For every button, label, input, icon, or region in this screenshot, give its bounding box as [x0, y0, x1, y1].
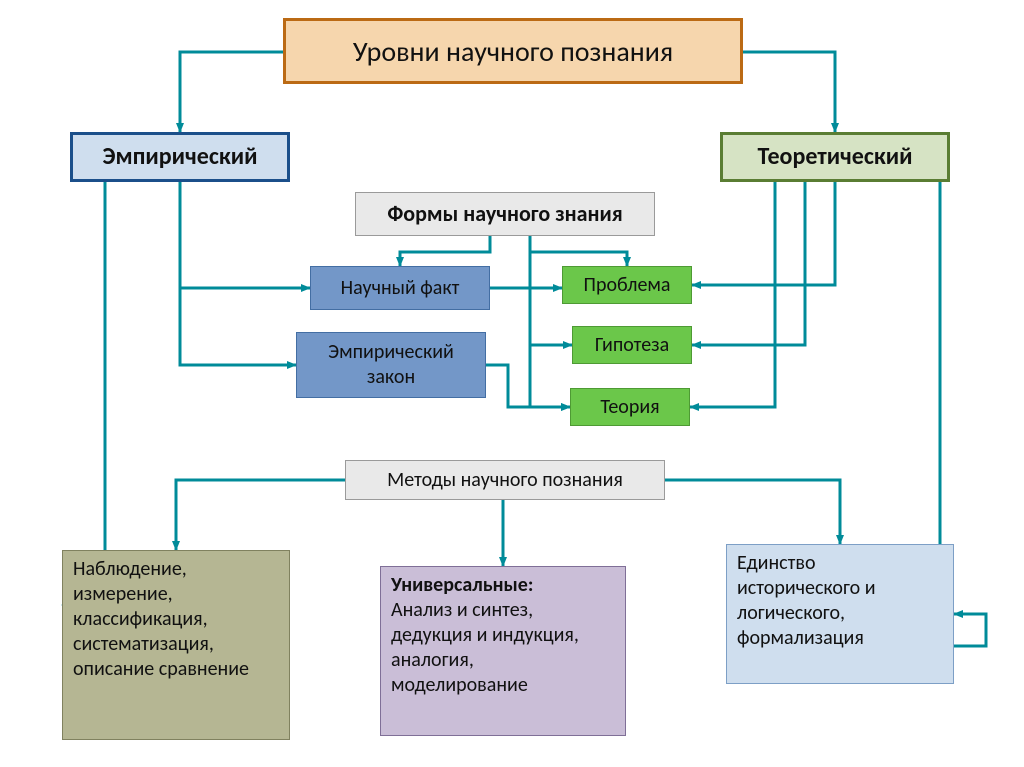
- edge-theoretical-to-problem: [692, 182, 835, 285]
- edge-forms-to-theory: [530, 236, 570, 407]
- node-methods_title-label: Методы научного познания: [387, 468, 623, 493]
- edge-title-to-theoretical: [743, 52, 835, 132]
- node-empirical-label: Эмпирический: [103, 142, 258, 172]
- edge-methods-to-empmethods: [176, 480, 345, 550]
- node-empirical: Эмпирический: [70, 132, 290, 182]
- node-theor_methods: Единство исторического и логического, фо…: [726, 544, 954, 684]
- node-methods_title: Методы научного познания: [345, 460, 665, 500]
- node-problem: Проблема: [562, 266, 692, 304]
- edge-empirical-down-left: [62, 182, 105, 605]
- node-forms_title: Формы научного знания: [355, 192, 655, 236]
- node-emp_law-label: Эмпирический закон: [307, 340, 475, 390]
- node-theoretical-label: Теоретический: [758, 142, 913, 172]
- node-emp_methods-label: Наблюдение, измерение, классификация, си…: [73, 557, 279, 682]
- node-theoretical: Теоретический: [720, 132, 950, 182]
- node-title-label: Уровни научного познания: [353, 34, 673, 69]
- edge-empirical-to-emplaw: [180, 182, 296, 365]
- edge-empirical-to-scifact: [180, 182, 310, 288]
- edge-emplaw-to-theory: [486, 365, 570, 407]
- edge-forms-to-problem: [530, 236, 627, 266]
- edge-theoretical-to-theory: [690, 182, 775, 407]
- node-theor_methods-label: Единство исторического и логического, фо…: [737, 551, 943, 651]
- node-universal: Универсальные:Анализ и синтез, дедукция …: [380, 566, 626, 736]
- edge-methods-to-theormethods: [665, 480, 840, 544]
- node-title: Уровни научного познания: [283, 18, 743, 84]
- node-hypothesis: Гипотеза: [572, 326, 692, 364]
- node-sci_fact-label: Научный факт: [341, 276, 460, 301]
- node-emp_methods: Наблюдение, измерение, классификация, си…: [62, 550, 290, 740]
- node-problem-label: Проблема: [584, 273, 671, 298]
- edge-theoretical-to-hypoth: [692, 182, 805, 345]
- node-forms_title-label: Формы научного знания: [387, 200, 622, 228]
- node-sci_fact: Научный факт: [310, 266, 490, 310]
- node-hypothesis-label: Гипотеза: [595, 333, 669, 358]
- edge-title-to-empirical: [180, 52, 283, 132]
- edge-forms-to-scifact: [400, 236, 490, 266]
- node-theory-label: Теория: [600, 395, 659, 420]
- node-emp_law: Эмпирический закон: [296, 332, 486, 398]
- node-theory: Теория: [570, 388, 690, 426]
- node-universal-label: Универсальные:Анализ и синтез, дедукция …: [391, 573, 615, 698]
